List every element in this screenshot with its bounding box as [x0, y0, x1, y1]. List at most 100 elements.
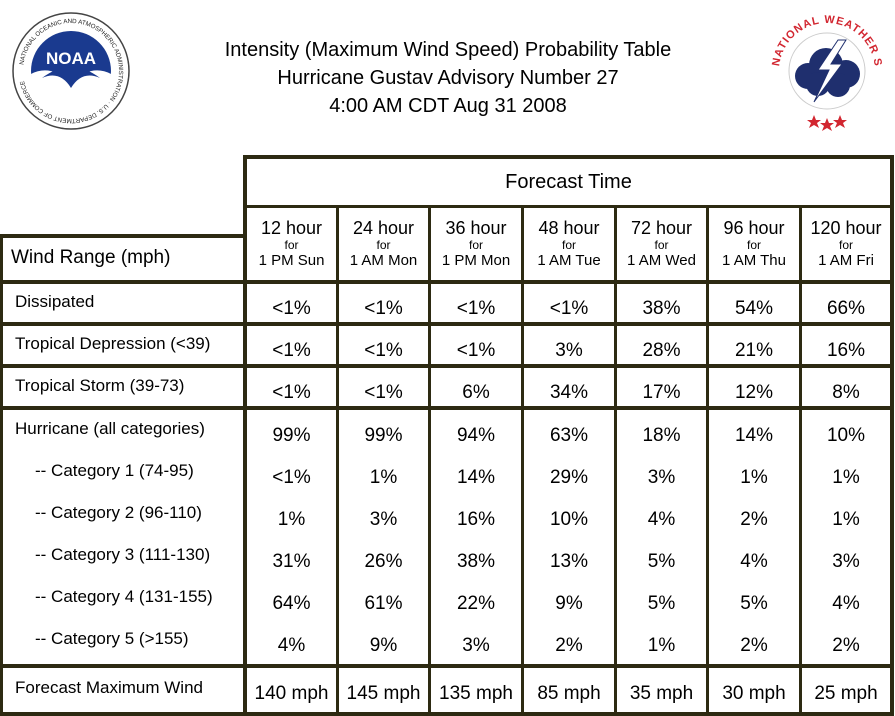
column-header: 72 hour for 1 AM Wed: [617, 208, 706, 280]
probability-cell: 99%: [364, 425, 403, 446]
column-when: 1 AM Thu: [722, 252, 786, 269]
column-when: 1 AM Tue: [537, 252, 601, 269]
column-header: 120 hour for 1 AM Fri: [802, 208, 890, 280]
column-hour: 120 hour: [810, 218, 882, 238]
probability-cell: 3%: [369, 509, 398, 530]
row-label: -- Category 2 (96-110): [35, 503, 202, 522]
probability-cell: 8%: [832, 382, 860, 403]
probability-cell: 9%: [369, 635, 398, 656]
max-wind-label: Forecast Maximum Wind: [15, 678, 203, 697]
probability-cell: 61%: [364, 593, 403, 614]
row-label: Tropical Storm (39-73): [15, 376, 185, 395]
column-header: 48 hour for 1 AM Tue: [524, 208, 614, 280]
column-header: 12 hour for 1 PM Sun: [247, 208, 336, 280]
max-wind-cell: 25 mph: [814, 683, 878, 704]
probability-cell: 22%: [456, 593, 496, 614]
page-header: NOAA NATIONAL OCEANIC AND ATMOSPHERIC AD…: [0, 0, 895, 150]
column-for: for: [746, 238, 761, 252]
column-hour: 72 hour: [630, 218, 693, 238]
probability-cell: 18%: [642, 425, 681, 446]
probability-cell: 31%: [272, 551, 311, 572]
title-line-2: Hurricane Gustav Advisory Number 27: [277, 67, 619, 89]
row-label: -- Category 1 (74-95): [35, 461, 194, 480]
column-hour: 96 hour: [723, 218, 785, 238]
probability-cell: 1%: [832, 509, 860, 530]
column-for: for: [561, 238, 576, 252]
column-for: for: [376, 238, 391, 252]
probability-cell: 3%: [462, 635, 490, 656]
probability-cell: 13%: [549, 551, 589, 572]
probability-cell: 1%: [647, 635, 676, 656]
probability-cell: 5%: [740, 593, 768, 614]
probability-cell: 4%: [832, 593, 860, 614]
row-label: -- Category 4 (131-155): [35, 587, 213, 606]
probability-cell: 16%: [826, 340, 866, 361]
column-for: for: [654, 238, 669, 252]
probability-cell: 26%: [364, 551, 403, 572]
column-hour: 24 hour: [352, 218, 415, 238]
max-wind-cell: 30 mph: [722, 683, 786, 704]
svg-text:NOAA: NOAA: [46, 49, 96, 68]
probability-cell: <1%: [549, 298, 589, 319]
column-for: for: [838, 238, 853, 252]
probability-cell: 10%: [549, 509, 589, 530]
probability-cell: 2%: [555, 635, 583, 656]
probability-cell: 28%: [642, 340, 681, 361]
probability-cell: 4%: [740, 551, 768, 572]
probability-cell: 4%: [647, 509, 676, 530]
column-hour: 48 hour: [538, 218, 600, 238]
column-hour: 36 hour: [445, 218, 507, 238]
probability-cell: 4%: [277, 635, 306, 656]
column-when: 1 AM Wed: [627, 252, 696, 269]
probability-cell: <1%: [456, 298, 496, 319]
probability-cell: 3%: [555, 340, 583, 361]
noaa-logo-icon: NOAA NATIONAL OCEANIC AND ATMOSPHERIC AD…: [12, 12, 130, 130]
max-wind-cell: 140 mph: [254, 683, 329, 704]
forecast-time-header: Forecast Time: [505, 171, 632, 193]
probability-cell: 3%: [647, 467, 676, 488]
probability-cell: 3%: [832, 551, 860, 572]
probability-cell: <1%: [272, 298, 311, 319]
probability-cell: 17%: [642, 382, 681, 403]
max-wind-cell: 145 mph: [346, 683, 421, 704]
row-label: Dissipated: [15, 292, 95, 311]
column-header: 36 hour for 1 PM Mon: [431, 208, 521, 280]
max-wind-cell: 135 mph: [439, 683, 513, 704]
title-line-1: Intensity (Maximum Wind Speed) Probabili…: [224, 39, 672, 61]
probability-cell: <1%: [272, 467, 311, 488]
probability-cell: 1%: [740, 467, 768, 488]
probability-cell: 14%: [456, 467, 496, 488]
probability-cell: 1%: [277, 509, 306, 530]
probability-cell: 14%: [734, 425, 774, 446]
probability-cell: <1%: [364, 382, 403, 403]
row-label: -- Category 3 (111-130): [35, 545, 211, 564]
probability-cell: <1%: [364, 340, 403, 361]
probability-cell: 16%: [456, 509, 496, 530]
column-hour: 12 hour: [260, 218, 323, 238]
probability-cell: 5%: [647, 551, 676, 572]
row-label: Hurricane (all categories): [15, 419, 205, 438]
probability-cell: 94%: [456, 425, 496, 446]
probability-cell: 2%: [740, 635, 768, 656]
column-when: 1 AM Mon: [349, 252, 418, 269]
probability-cell: 10%: [826, 425, 866, 446]
column-for: for: [284, 238, 299, 252]
wind-range-header: Wind Range (mph): [11, 247, 171, 268]
probability-cell: 5%: [647, 593, 676, 614]
column-for: for: [468, 238, 483, 252]
page-title: Intensity (Maximum Wind Speed) Probabili…: [148, 36, 748, 120]
row-label: Tropical Depression (<39): [15, 334, 211, 353]
column-when: 1 AM Fri: [818, 252, 874, 269]
nws-logo-icon: NATIONAL WEATHER SERVICE: [766, 10, 883, 131]
column-when: 1 PM Mon: [441, 252, 511, 269]
probability-cell: 38%: [456, 551, 496, 572]
probability-cell: 1%: [832, 467, 860, 488]
probability-cell: <1%: [272, 382, 311, 403]
max-wind-cell: 35 mph: [629, 683, 694, 704]
title-line-3: 4:00 AM CDT Aug 31 2008: [329, 95, 567, 117]
probability-cell: <1%: [456, 340, 496, 361]
probability-cell: 2%: [832, 635, 860, 656]
probability-cell: 9%: [555, 593, 583, 614]
probability-cell: 1%: [369, 467, 398, 488]
probability-cell: 6%: [462, 382, 490, 403]
